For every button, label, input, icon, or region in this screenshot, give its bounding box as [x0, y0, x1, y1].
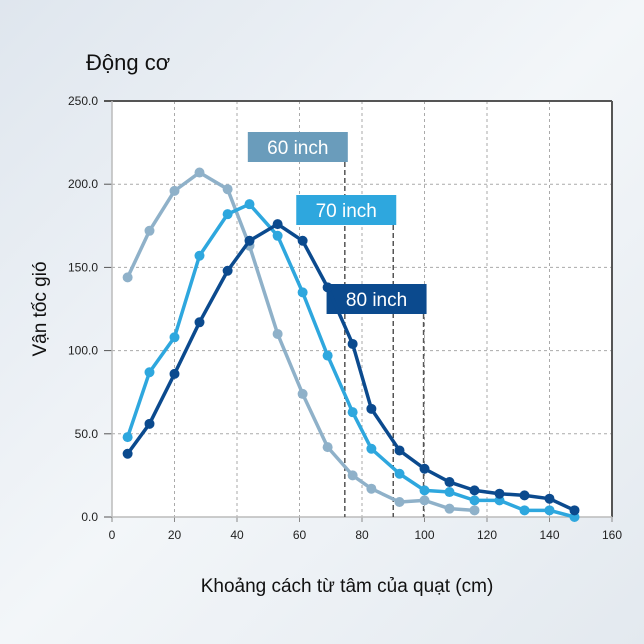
data-point [194, 250, 205, 261]
data-point [544, 493, 555, 504]
x-tick-label: 40 [230, 528, 244, 542]
data-point [297, 287, 308, 298]
x-tick-label: 160 [602, 528, 622, 542]
data-point [222, 209, 233, 220]
y-tick-label: 100.0 [68, 344, 98, 358]
data-point [394, 497, 405, 508]
data-point [519, 490, 530, 501]
annotation-label: 60 inch [267, 138, 328, 159]
y-tick-label: 250.0 [68, 94, 98, 108]
data-point [444, 477, 455, 488]
data-point [347, 407, 358, 418]
y-tick-label: 50.0 [75, 427, 99, 441]
y-tick-label: 150.0 [68, 260, 98, 274]
x-tick-label: 80 [355, 528, 369, 542]
data-point [169, 185, 180, 196]
data-point [297, 235, 308, 246]
y-tick-label: 0.0 [81, 510, 98, 524]
data-point [272, 230, 283, 241]
x-tick-label: 0 [109, 528, 116, 542]
data-point [272, 328, 283, 339]
data-point [122, 448, 133, 459]
data-point [122, 432, 133, 443]
data-point [366, 483, 377, 494]
data-point [347, 338, 358, 349]
data-point [519, 505, 530, 516]
data-point [244, 235, 255, 246]
data-point [544, 505, 555, 516]
x-tick-label: 120 [477, 528, 497, 542]
data-point [569, 505, 580, 516]
data-point [322, 350, 333, 361]
data-point [144, 225, 155, 236]
x-axis-label: Khoảng cách từ tâm của quạt (cm) [201, 576, 494, 597]
data-point [322, 442, 333, 453]
data-point [194, 167, 205, 178]
data-point [272, 219, 283, 230]
data-point [366, 403, 377, 414]
y-axis-label: Vận tốc gió [30, 261, 51, 356]
x-tick-label: 60 [293, 528, 307, 542]
data-point [419, 485, 430, 496]
data-point [122, 272, 133, 283]
data-point [469, 495, 480, 506]
data-point [394, 468, 405, 479]
data-point [169, 332, 180, 343]
annotation-box [296, 195, 397, 225]
data-point [444, 503, 455, 514]
data-point [297, 388, 308, 399]
data-point [444, 487, 455, 498]
data-point [222, 184, 233, 195]
data-point [169, 368, 180, 379]
data-point [419, 463, 430, 474]
annotation-box [247, 132, 348, 162]
data-point [322, 282, 333, 293]
data-point [494, 488, 505, 499]
data-point [144, 418, 155, 429]
annotation-label: 80 inch [346, 290, 407, 311]
data-point [222, 265, 233, 276]
annotation-label: 70 inch [316, 201, 377, 222]
data-point [194, 317, 205, 328]
x-tick-label: 100 [414, 528, 434, 542]
data-point [244, 199, 255, 210]
x-tick-label: 140 [539, 528, 559, 542]
data-point [469, 505, 480, 516]
data-point [469, 485, 480, 496]
data-point [347, 470, 358, 481]
data-point [419, 495, 430, 506]
annotation-box [326, 284, 427, 314]
y-tick-label: 200.0 [68, 177, 98, 191]
data-point [144, 367, 155, 378]
data-point [394, 445, 405, 456]
x-tick-label: 20 [168, 528, 182, 542]
chart-title: Động cơ [86, 50, 170, 75]
data-point [366, 443, 377, 454]
